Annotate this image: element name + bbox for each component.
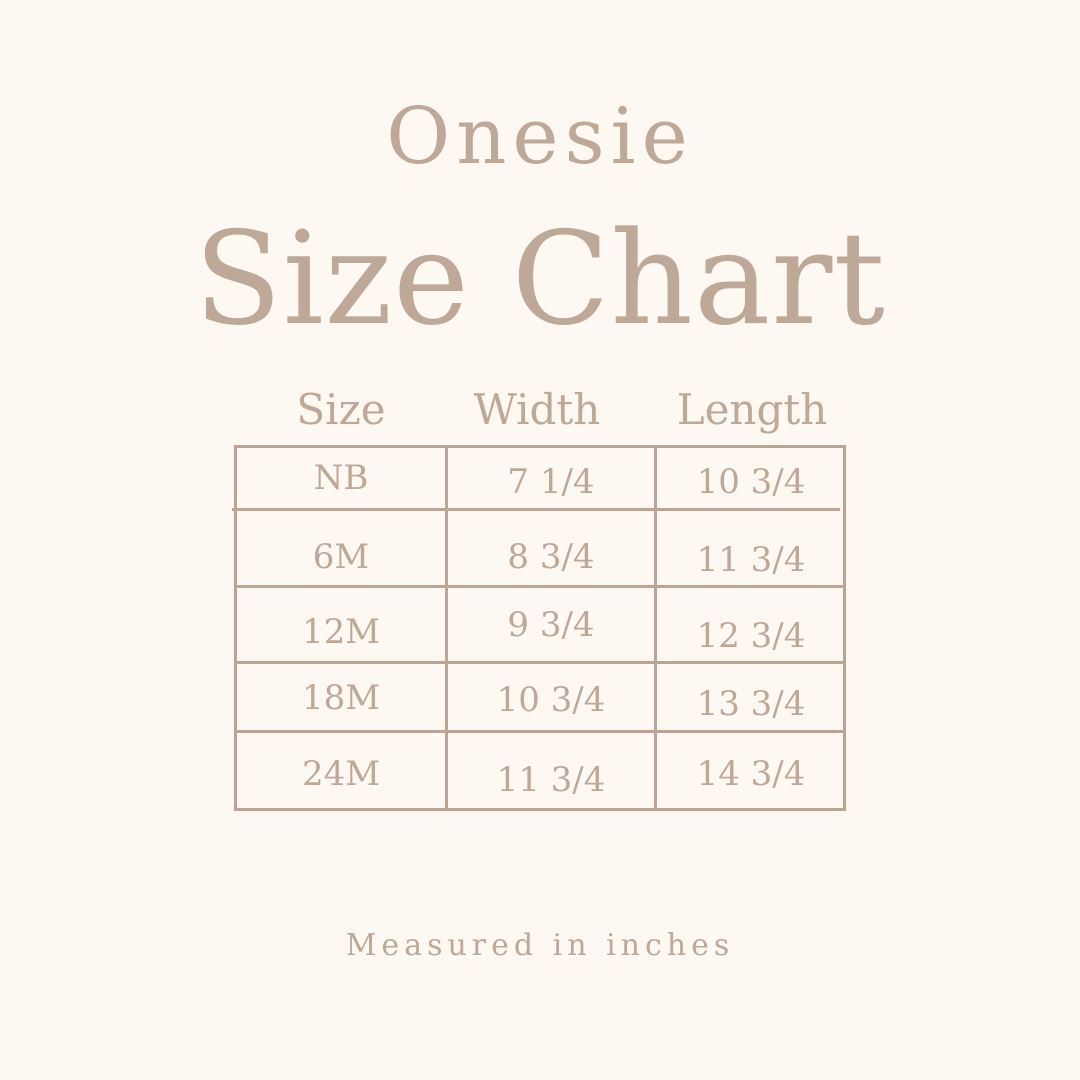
cell-length: 13 3/4 <box>696 684 806 724</box>
cell-length: 14 3/4 <box>696 754 806 794</box>
table-line <box>843 445 846 811</box>
header-width: Width <box>473 385 601 434</box>
cell-size: 6M <box>312 537 370 577</box>
table-line <box>235 445 846 448</box>
cell-size: NB <box>313 458 369 498</box>
header-length: Length <box>676 385 828 434</box>
table-line <box>654 447 657 811</box>
cell-width: 10 3/4 <box>496 680 606 720</box>
footer-note: Measured in inches <box>345 928 735 963</box>
cell-width: 7 1/4 <box>507 462 595 502</box>
cell-size: 18M <box>301 678 381 718</box>
subtitle: Onesie <box>386 92 694 182</box>
table-line <box>232 508 840 511</box>
cell-width: 11 3/4 <box>496 760 606 800</box>
page-title: Size Chart <box>194 205 886 354</box>
table-line <box>234 445 237 811</box>
cell-width: 8 3/4 <box>507 537 595 577</box>
header-size: Size <box>296 385 386 434</box>
table-line <box>445 445 448 811</box>
table-line <box>235 585 846 588</box>
table-line <box>235 661 846 664</box>
cell-length: 12 3/4 <box>696 616 806 656</box>
cell-length: 11 3/4 <box>696 540 806 580</box>
table-line <box>235 808 846 811</box>
cell-width: 9 3/4 <box>507 605 595 645</box>
cell-length: 10 3/4 <box>696 462 806 502</box>
table-line <box>235 730 846 733</box>
cell-size: 12M <box>301 612 381 652</box>
cell-size: 24M <box>301 754 381 794</box>
